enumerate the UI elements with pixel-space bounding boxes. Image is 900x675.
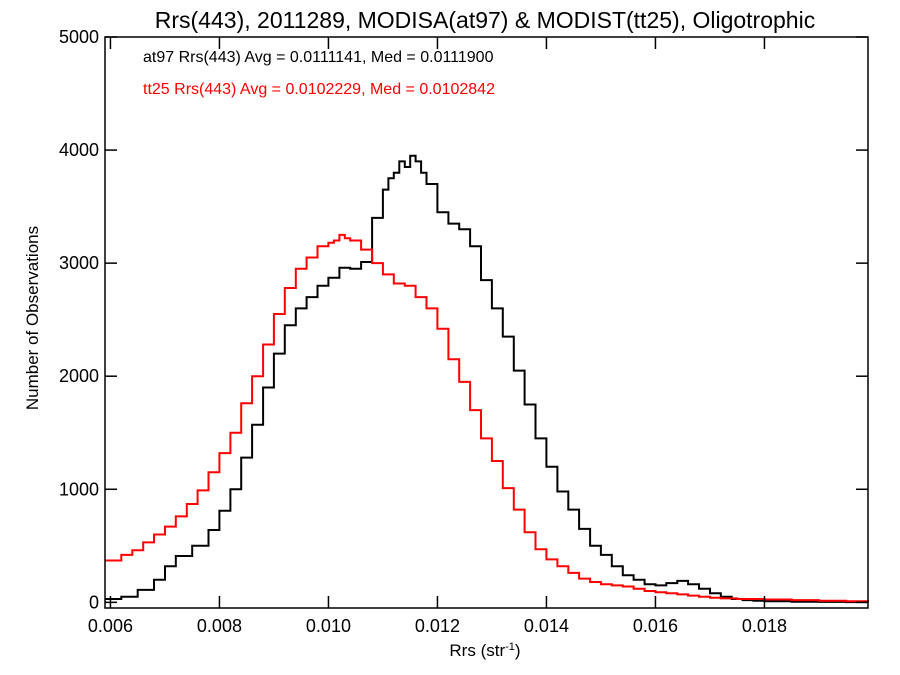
x-tick-label-2: 0.010 <box>306 616 351 636</box>
annotation-tt25: tt25 Rrs(443) Avg = 0.0102229, Med = 0.0… <box>143 81 495 98</box>
series-layer <box>105 154 869 604</box>
axis-layer: 0.006 0.008 0.010 0.012 0.014 0.016 0.018 0 1000… <box>59 27 868 636</box>
plot-frame <box>104 36 869 609</box>
series-line-1 <box>105 233 869 603</box>
x-tick-label-6: 0.018 <box>742 616 787 636</box>
x-tick-label-1: 0.008 <box>197 616 242 636</box>
y-tick-label-1: 1000 <box>59 479 99 499</box>
x-axis-label: Rrs (str-1) <box>449 641 520 660</box>
y-tick-label-0: 0 <box>89 592 99 612</box>
y-tick-label-2: 2000 <box>59 366 99 386</box>
x-tick-label-3: 0.012 <box>415 616 460 636</box>
y-tick-label-4: 4000 <box>59 140 99 160</box>
chart-title: Rrs(443), 2011289, MODISA(at97) & MODIST… <box>155 7 815 33</box>
y-tick-label-3: 3000 <box>59 253 99 273</box>
x-tick-label-5: 0.016 <box>633 616 678 636</box>
y-axis-label: Number of Observations <box>23 226 42 410</box>
annotation-at97: at97 Rrs(443) Avg = 0.0111141, Med = 0.0… <box>143 49 494 66</box>
y-tick-label-5: 5000 <box>59 27 99 47</box>
x-tick-label-4: 0.014 <box>524 616 569 636</box>
x-tick-label-0: 0.006 <box>88 616 133 636</box>
series-line-0 <box>105 154 869 604</box>
